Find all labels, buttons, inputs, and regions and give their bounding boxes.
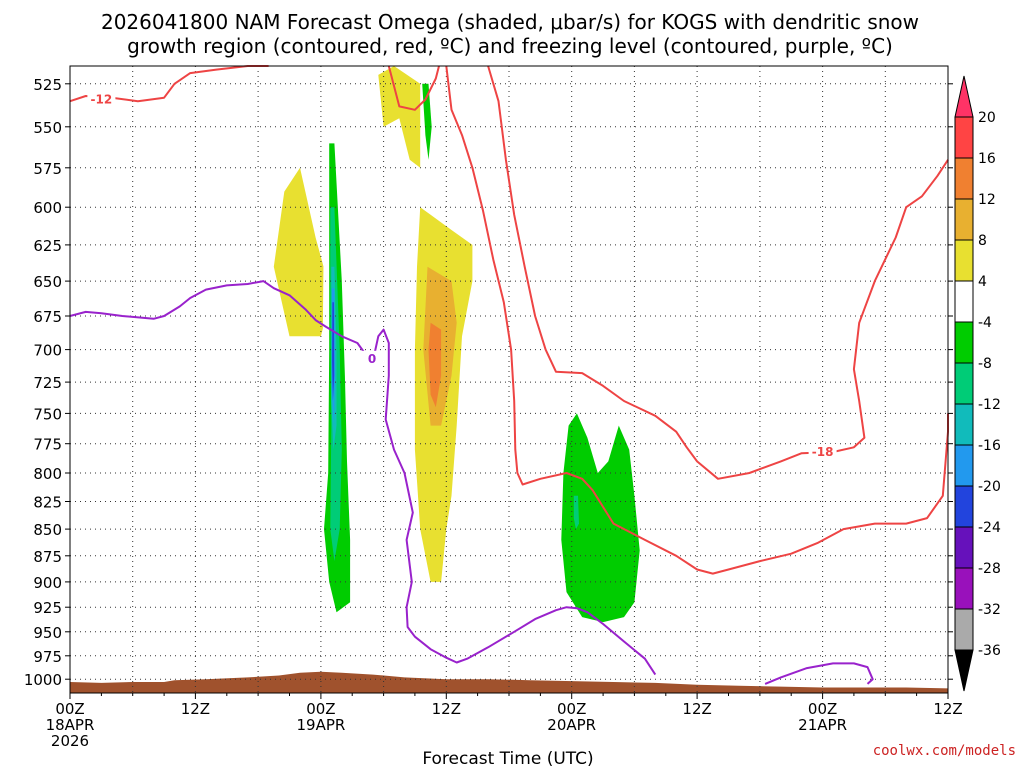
y-tick-label-775: 775 [33, 436, 62, 454]
dgz-contour-0-label-bg [87, 91, 116, 106]
dgz-contour-3-label-bg [808, 444, 837, 458]
credit-text: coolwx.com/models [873, 743, 1016, 759]
colorbar-swatch-13 [954, 608, 974, 651]
freezing-contour-0-label: 0 [368, 352, 376, 366]
omega-region-16 [362, 550, 366, 577]
y-tick-label-975: 975 [33, 648, 62, 666]
colorbar-label-2: 12 [978, 192, 996, 208]
x-axis-label: Forecast Time (UTC) [422, 749, 593, 768]
freezing-contour-0-label-bg [358, 350, 387, 365]
y-tick-label-925: 925 [33, 599, 62, 617]
y-tick-label-550: 550 [33, 119, 62, 137]
y-tick-label-950: 950 [33, 624, 62, 642]
x-tick-label-0-0: 00Z [55, 700, 84, 718]
colorbar-swatch-6 [954, 321, 974, 364]
colorbar-label-10: -24 [978, 520, 1001, 536]
omega-shading [179, 66, 859, 656]
y-tick-label-825: 825 [33, 494, 62, 512]
omega-region-21 [573, 495, 579, 530]
omega-region-12 [422, 83, 432, 160]
colorbar-label-9: -20 [978, 479, 1001, 495]
colorbar-swatch-3 [954, 198, 974, 241]
y-tick-label-575: 575 [33, 160, 62, 178]
chart-title-line-2: growth region (contoured, red, ºC) and f… [127, 34, 893, 58]
colorbar-swatch-11 [954, 526, 974, 569]
colorbar-top-triangle [954, 75, 974, 118]
omega-region-20 [561, 413, 640, 623]
colorbar-label-1: 16 [978, 151, 996, 167]
x-tick-label-72-1: 21APR [798, 716, 847, 734]
omega-region-18 [179, 569, 192, 603]
y-tick-label-750: 750 [33, 405, 62, 423]
y-tick-label-700: 700 [33, 342, 62, 360]
chart-title-line-1: 2026041800 NAM Forecast Omega (shaded, μ… [101, 10, 919, 34]
colorbar-swatch-8 [954, 403, 974, 446]
y-tick-label-900: 900 [33, 574, 62, 592]
colorbar-swatch-7 [954, 362, 974, 405]
colorbar-swatch-5 [954, 280, 974, 323]
y-tick-label-850: 850 [33, 521, 62, 539]
colorbar-label-7: -12 [978, 397, 1001, 413]
colorbar-swatch-12 [954, 567, 974, 610]
omega-region-22 [845, 512, 859, 642]
x-tick-label-0-2: 2026 [51, 732, 89, 750]
y-tick-label-650: 650 [33, 273, 62, 291]
dgz-contour-0-label: -12 [91, 93, 113, 107]
colorbar-swatch-1 [954, 116, 974, 159]
dgz-contour-3 [487, 65, 949, 480]
x-tick-label-24-1: 19APR [296, 716, 345, 734]
y-tick-label-525: 525 [33, 76, 62, 94]
colorbar-label-12: -32 [978, 602, 1001, 618]
colorbar-label-13: -36 [978, 643, 1001, 659]
colorbar-swatch-4 [954, 239, 974, 282]
colorbar-label-3: 8 [978, 233, 987, 249]
omega-region-17 [498, 495, 502, 519]
y-tick-label-1000: 1000 [24, 671, 62, 689]
x-tick-label-72-0: 00Z [808, 700, 837, 718]
x-tick-label-0-1: 18APR [46, 716, 95, 734]
plot-frame [69, 65, 949, 694]
colorbar-swatch-2 [954, 157, 974, 200]
y-tick-label-600: 600 [33, 199, 62, 217]
omega-region-1 [378, 66, 421, 168]
y-tick-label-800: 800 [33, 465, 62, 483]
x-tick-label-60-0: 12Z [682, 700, 711, 718]
omega-region-4 [428, 322, 442, 408]
x-tick-label-36-0: 12Z [432, 700, 461, 718]
colorbar-bottom-triangle [954, 649, 974, 692]
grid-lines [70, 66, 948, 693]
colorbar-label-0: 20 [978, 110, 996, 126]
y-tick-label-675: 675 [33, 308, 62, 326]
omega-region-0 [273, 167, 332, 337]
colorbar-label-8: -16 [978, 438, 1001, 454]
omega-colorbar: 20 16 12 8 4 -4 -8 -12 -16 -20 -24 -28 -32 -36 [954, 75, 1001, 692]
dgz-contour-3-label: -18 [812, 445, 834, 459]
x-tick-label-48-0: 00Z [557, 700, 586, 718]
colorbar-label-11: -28 [978, 561, 1001, 577]
terrain-polygon [70, 671, 948, 693]
freezing-contour-1 [764, 662, 874, 685]
omega-region-10 [332, 302, 335, 401]
x-tick-label-24-0: 00Z [306, 700, 335, 718]
x-tick-label-12-0: 12Z [181, 700, 210, 718]
temperature-contours: -12 -18 0 [69, 65, 949, 685]
dgz-contour-1 [387, 65, 440, 111]
y-tick-label-875: 875 [33, 548, 62, 566]
freezing-contour-0 [69, 280, 657, 676]
y-tick-label-625: 625 [33, 237, 62, 255]
x-tick-label-48-1: 20APR [547, 716, 596, 734]
colorbar-label-6: -8 [978, 356, 992, 372]
x-tick-label-84-0: 12Z [933, 700, 962, 718]
dgz-contour-2 [445, 65, 949, 575]
colorbar-label-5: -4 [978, 315, 992, 331]
pressure-axis: 525 550 575 600 625 650 675 700 725 750 775 800 825 8… [24, 76, 953, 689]
colorbar-swatch-9 [954, 444, 974, 487]
colorbar-label-4: 4 [978, 274, 987, 290]
terrain-fill [70, 671, 948, 693]
y-tick-label-725: 725 [33, 374, 62, 392]
colorbar-swatch-10 [954, 485, 974, 528]
